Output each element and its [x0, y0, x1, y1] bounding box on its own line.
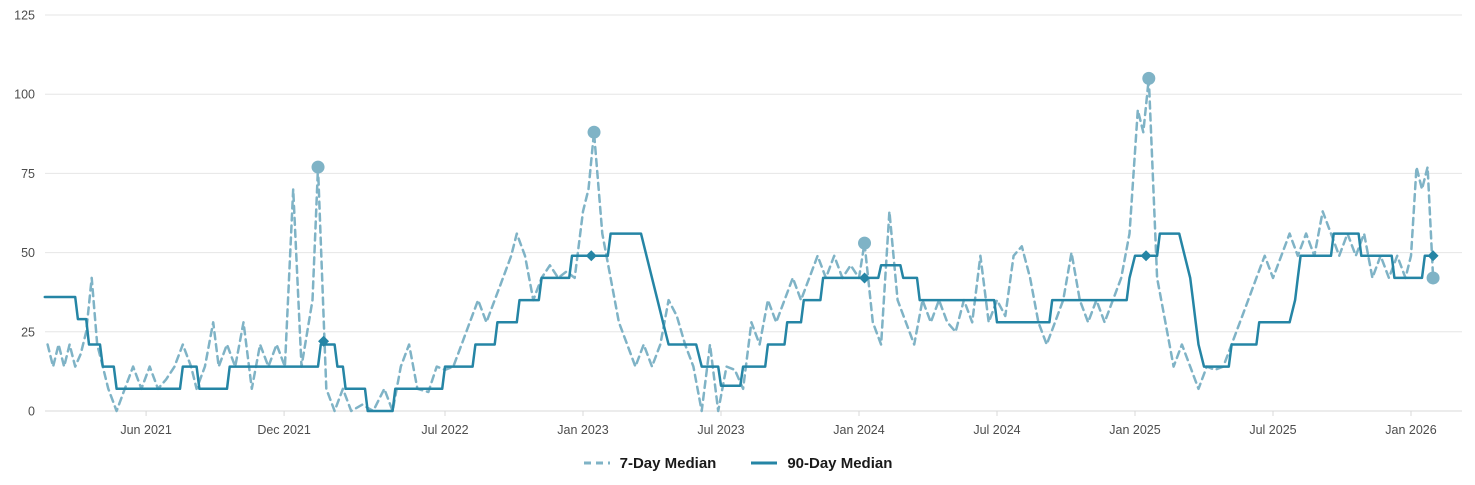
x-tick-label: Jan 2023 — [557, 423, 608, 437]
data-point-marker-circle[interactable] — [1142, 71, 1156, 85]
legend-label-90-day: 90-Day Median — [787, 454, 893, 472]
series-line-7-day-median[interactable] — [46, 77, 1435, 413]
y-tick-label: 125 — [14, 9, 35, 23]
legend-label-7-day: 7-Day Median — [619, 454, 717, 472]
data-point-marker-diamond[interactable] — [1140, 250, 1152, 262]
y-tick-label: 50 — [21, 246, 35, 260]
x-tick-label: Jul 2025 — [1249, 423, 1296, 437]
x-tick-label: Jun 2021 — [120, 423, 171, 437]
y-tick-label: 0 — [28, 405, 35, 419]
data-point-marker-circle[interactable] — [587, 125, 601, 139]
y-tick-label: 25 — [21, 325, 35, 339]
dashed-line-sample-icon — [583, 461, 610, 465]
legend-item-90-day-median[interactable]: 90-Day Median — [750, 455, 892, 472]
chart-plot-area: 0 25 50 75 100 125 Jun 2021 Dec 2021 Jul 2022 Jan… — [14, 9, 1462, 437]
data-point-marker-circle[interactable] — [858, 236, 872, 250]
chart-legend: 7-Day Median 90-Day Median — [0, 445, 1475, 481]
x-tick-label: Jan 2024 — [833, 423, 884, 437]
x-tick-label: Jan 2025 — [1109, 423, 1160, 437]
data-point-marker-diamond[interactable] — [318, 335, 330, 347]
x-tick-label: Jul 2023 — [697, 423, 744, 437]
y-tick-label: 75 — [21, 167, 35, 181]
data-point-marker-diamond[interactable] — [859, 272, 871, 284]
legend-item-7-day-median[interactable]: 7-Day Median — [583, 454, 717, 472]
data-point-marker-diamond[interactable] — [585, 250, 597, 262]
data-point-marker-diamond[interactable] — [1427, 250, 1439, 262]
solid-line-sample-icon — [751, 461, 778, 465]
x-tick-label: Jan 2026 — [1385, 423, 1436, 437]
data-point-marker-circle[interactable] — [1426, 271, 1440, 285]
data-point-marker-circle[interactable] — [311, 160, 325, 174]
x-tick-label: Dec 2021 — [257, 423, 311, 437]
x-tick-label: Jul 2022 — [421, 423, 468, 437]
x-tick-label: Jul 2024 — [973, 423, 1020, 437]
y-tick-label: 100 — [14, 88, 35, 102]
